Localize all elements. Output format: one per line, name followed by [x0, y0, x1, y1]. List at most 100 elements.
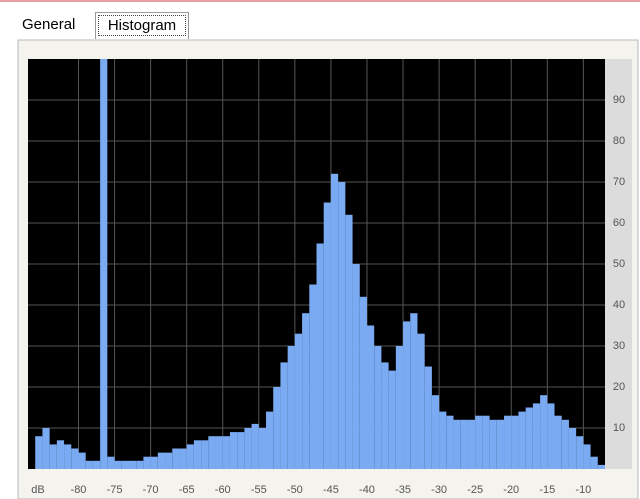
bar	[35, 436, 43, 469]
bar	[403, 321, 411, 469]
bar	[179, 448, 187, 469]
y-tick-label: 20	[613, 381, 625, 393]
y-tick-label: 70	[613, 176, 625, 188]
bar	[388, 370, 396, 469]
bar	[561, 419, 569, 469]
bar	[374, 346, 382, 469]
bar	[366, 325, 375, 469]
bar	[496, 419, 505, 469]
bar	[157, 452, 166, 469]
bar	[482, 415, 490, 469]
y-tick-label: 10	[613, 422, 625, 434]
y-tick-label: 60	[613, 217, 625, 229]
bar	[215, 436, 223, 469]
axis-strip	[605, 59, 632, 469]
x-tick-label: -10	[575, 484, 591, 496]
bar	[114, 460, 122, 469]
bar	[583, 444, 591, 469]
bar	[143, 456, 151, 469]
x-tick-label: -20	[503, 484, 519, 496]
bar	[540, 395, 548, 469]
bar	[518, 411, 526, 469]
bar	[417, 333, 425, 469]
bar	[208, 436, 216, 469]
bar	[186, 444, 194, 469]
bar	[410, 313, 418, 469]
x-tick-label: -40	[359, 484, 375, 496]
bar	[475, 415, 483, 469]
bar	[345, 214, 353, 469]
y-tick-label: 90	[613, 94, 625, 106]
bar	[338, 182, 346, 469]
bar	[121, 460, 129, 469]
bar	[150, 456, 158, 469]
x-tick-label: -35	[395, 484, 411, 496]
bar	[100, 59, 108, 469]
bar	[460, 419, 468, 469]
x-tick-label: -15	[539, 484, 555, 496]
bar	[64, 444, 72, 469]
bar	[395, 346, 404, 469]
bar	[49, 444, 57, 469]
bar	[85, 460, 93, 469]
x-tick-label: -75	[107, 484, 123, 496]
bar	[597, 464, 605, 469]
x-tick-label: -45	[323, 484, 339, 496]
y-tick-label: 40	[613, 299, 625, 311]
bar	[107, 456, 115, 469]
bar	[446, 415, 454, 469]
bar	[554, 415, 562, 469]
bar	[78, 452, 86, 469]
y-tick-label: 50	[613, 258, 625, 270]
bar	[576, 436, 584, 469]
bar	[489, 419, 497, 469]
tab-active[interactable]: Histogram	[95, 12, 189, 39]
bar	[193, 440, 202, 469]
bar	[229, 432, 238, 469]
bar	[56, 440, 65, 469]
x-axis-label: dB	[31, 484, 44, 496]
bar	[424, 366, 432, 469]
bar	[525, 407, 533, 469]
x-tick-label: -70	[143, 484, 159, 496]
bar	[172, 448, 180, 469]
bar	[266, 411, 274, 469]
bar	[323, 202, 331, 469]
bar	[280, 362, 288, 469]
tab[interactable]: General	[22, 16, 76, 33]
bar	[431, 395, 440, 469]
bar	[309, 284, 317, 469]
bar	[590, 456, 598, 469]
x-tick-label: -65	[179, 484, 195, 496]
x-tick-label: -50	[287, 484, 303, 496]
bar	[201, 440, 209, 469]
x-tick-label: -60	[215, 484, 231, 496]
bar	[467, 419, 476, 469]
bar	[511, 415, 519, 469]
bar	[316, 243, 324, 469]
bar	[273, 387, 281, 469]
bar	[92, 460, 101, 469]
bar	[294, 333, 303, 469]
bar	[504, 415, 512, 469]
x-tick-label: -55	[251, 484, 267, 496]
bar	[222, 436, 230, 469]
bar	[128, 460, 137, 469]
bar	[258, 428, 267, 469]
x-tick-label: -30	[431, 484, 447, 496]
bar	[42, 428, 50, 469]
bar	[165, 452, 173, 469]
x-tick-label: -80	[71, 484, 87, 496]
y-tick-label: 80	[613, 135, 625, 147]
bar	[381, 362, 389, 469]
bar	[359, 296, 367, 469]
y-tick-label: 30	[613, 340, 625, 352]
bar	[453, 419, 461, 469]
bar	[136, 460, 144, 469]
bar	[439, 411, 447, 469]
bar	[244, 428, 252, 469]
bar	[71, 448, 79, 469]
bar	[568, 428, 577, 469]
